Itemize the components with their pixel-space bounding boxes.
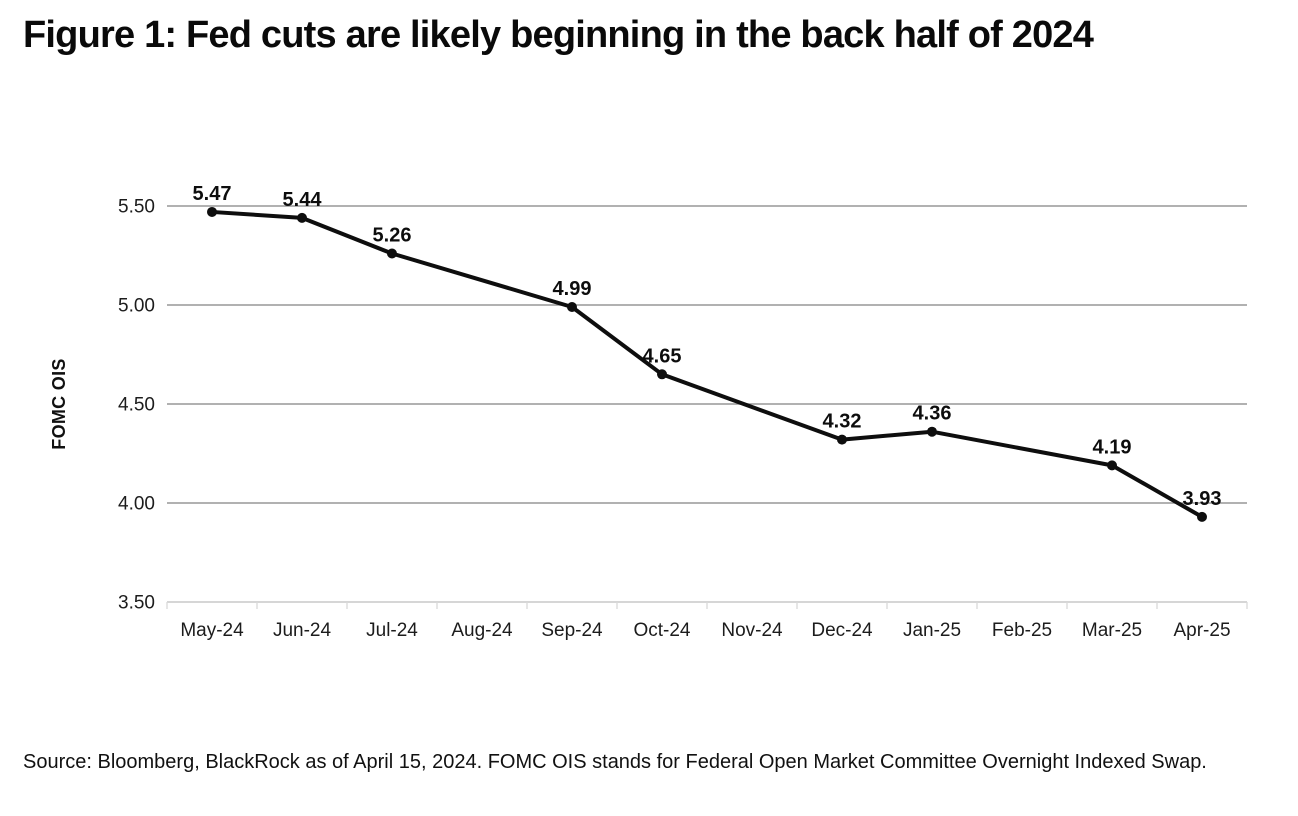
data-point-marker (207, 206, 217, 217)
data-point-label: 3.93 (1183, 488, 1222, 510)
data-point-label: 4.99 (553, 278, 592, 300)
x-tick-label: Jun-24 (273, 620, 332, 641)
x-tick-label: Jan-25 (903, 620, 961, 641)
x-tick-label: Nov-24 (721, 620, 783, 641)
x-tick-label: Feb-25 (992, 620, 1052, 641)
data-point-marker (1107, 460, 1117, 471)
x-tick-label: Sep-24 (541, 620, 603, 641)
data-point-marker (837, 434, 847, 445)
data-point-label: 4.19 (1093, 436, 1132, 458)
series-line (210, 209, 1204, 519)
figure-title: Figure 1: Fed cuts are likely beginning … (23, 14, 1094, 56)
data-point-marker (297, 212, 307, 223)
data-point-marker (567, 301, 577, 312)
y-tick-label: 4.50 (118, 395, 155, 416)
data-point-marker (1197, 511, 1207, 522)
data-point-label: 5.44 (283, 189, 323, 211)
y-tick-label: 3.50 (118, 593, 155, 614)
data-point-marker (387, 248, 397, 259)
y-axis-title: FOMC OIS (49, 358, 69, 449)
data-point-label: 4.32 (823, 411, 862, 433)
line-chart: FOMC OIS 5.50 5.00 4.50 4.00 3.50 May-24 Jun-2… (49, 183, 1248, 641)
x-tick-label: Oct-24 (633, 620, 690, 641)
source-note: Source: Bloomberg, BlackRock as of April… (23, 751, 1207, 773)
x-tick-label: Jul-24 (366, 620, 418, 641)
data-point-label: 4.65 (643, 345, 682, 367)
x-tick-label: Mar-25 (1082, 620, 1142, 641)
x-tick-label: May-24 (180, 620, 244, 641)
data-point-label: 5.47 (193, 183, 232, 205)
y-tick-label: 5.00 (118, 296, 155, 317)
data-point-label: 5.26 (373, 225, 412, 247)
x-tick-label: Apr-25 (1173, 620, 1230, 641)
x-tick-label: Dec-24 (811, 620, 873, 641)
data-point-label: 4.36 (913, 403, 952, 425)
data-point-marker (657, 369, 667, 380)
data-point-marker (927, 426, 937, 437)
y-tick-label: 5.50 (118, 197, 155, 218)
y-tick-label: 4.00 (118, 494, 155, 515)
x-tick-label: Aug-24 (451, 620, 513, 641)
